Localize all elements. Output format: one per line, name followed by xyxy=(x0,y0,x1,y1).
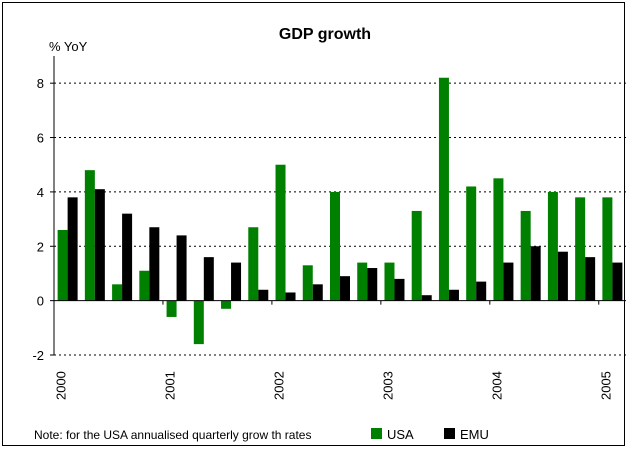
bar-emu xyxy=(557,251,568,301)
bar-usa xyxy=(166,300,177,317)
bar-emu xyxy=(340,276,350,301)
bar-emu xyxy=(285,292,296,301)
x-tick-label: 2004 xyxy=(489,371,504,400)
bar-usa xyxy=(248,227,259,301)
y-tick-label: -2 xyxy=(32,348,44,363)
bar-emu xyxy=(203,257,214,301)
legend: USA EMU xyxy=(371,427,489,442)
x-tick-label: 2000 xyxy=(54,371,69,400)
bar-emu xyxy=(612,262,623,301)
x-tick-labels: 2000 2001 2002 2003 2004 2005 xyxy=(54,371,614,400)
bar-usa xyxy=(547,191,558,301)
x-tick-label: 2001 xyxy=(163,371,178,400)
bar-usa xyxy=(275,164,286,301)
y-tick-label: 8 xyxy=(37,76,44,91)
bar-usa xyxy=(438,77,449,301)
bar-usa xyxy=(84,170,95,301)
bar-emu xyxy=(176,235,187,301)
bar-emu xyxy=(149,227,160,301)
y-axis-unit-label: % YoY xyxy=(49,39,88,54)
bar-usa xyxy=(302,265,313,301)
bar-usa xyxy=(384,262,395,301)
bar-usa xyxy=(139,270,150,301)
bar-emu xyxy=(367,268,378,301)
bar-usa xyxy=(112,284,123,301)
bar-usa xyxy=(330,191,340,301)
y-tick-label: 2 xyxy=(37,239,44,254)
y-tick-label: 6 xyxy=(37,131,44,146)
bar-emu xyxy=(530,246,541,301)
chart-note: Note: for the USA annualised quarterly g… xyxy=(34,428,311,442)
bar-usa xyxy=(575,197,586,301)
bar-emu xyxy=(122,213,133,301)
legend-label-usa: USA xyxy=(387,427,414,442)
bar-emu xyxy=(94,189,105,301)
bar-emu xyxy=(394,278,405,301)
bar-usa xyxy=(357,262,368,301)
axes xyxy=(50,56,626,356)
bars xyxy=(57,77,623,345)
legend-swatch-emu xyxy=(444,428,455,439)
bar-emu xyxy=(448,289,459,301)
bar-emu xyxy=(312,284,323,301)
bar-emu xyxy=(67,197,78,301)
bar-usa xyxy=(602,197,613,301)
legend-label-emu: EMU xyxy=(460,427,489,442)
bar-usa xyxy=(411,210,422,301)
legend-swatch-usa xyxy=(371,428,382,439)
bar-emu xyxy=(476,281,487,301)
bar-emu xyxy=(258,289,269,301)
bar-usa xyxy=(57,229,68,301)
bar-emu xyxy=(421,295,432,301)
bar-usa xyxy=(193,300,204,345)
y-tick-labels: -2 0 2 4 6 8 xyxy=(32,76,44,363)
bar-emu xyxy=(231,262,242,301)
y-tick-label: 4 xyxy=(37,185,44,200)
bar-usa xyxy=(520,210,531,301)
bar-usa xyxy=(466,186,477,301)
bar-usa xyxy=(221,300,232,309)
x-tick-label: 2003 xyxy=(380,371,395,400)
bar-usa xyxy=(493,178,504,301)
x-tick-label: 2005 xyxy=(598,371,613,400)
y-tick-label: 0 xyxy=(37,294,44,309)
bar-emu xyxy=(503,262,514,301)
chart-title: GDP growth xyxy=(279,26,371,43)
x-tick-label: 2002 xyxy=(272,371,287,400)
bar-emu xyxy=(585,257,596,301)
